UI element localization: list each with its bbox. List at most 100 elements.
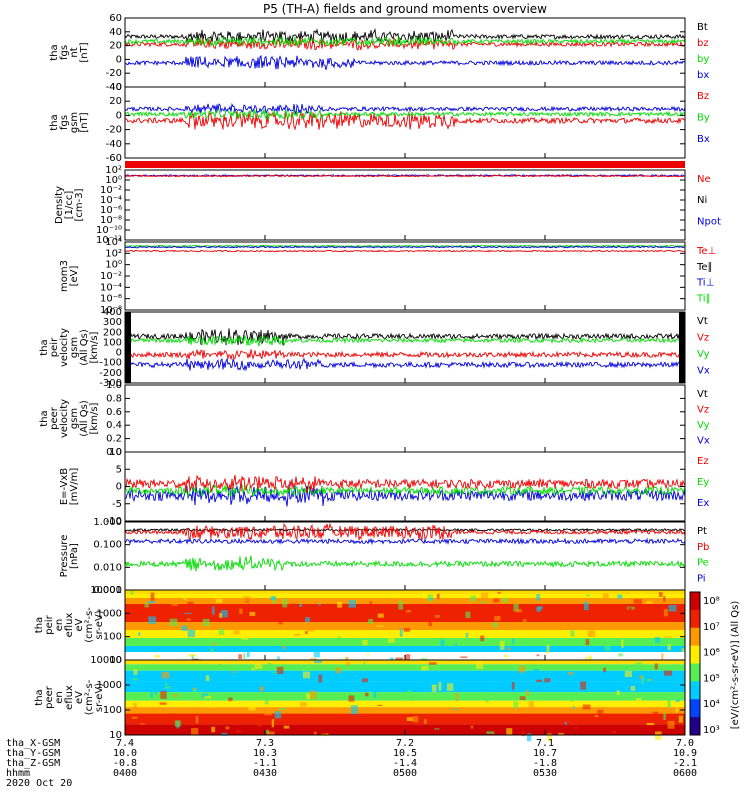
footer-row-label: tha_Z-GSM bbox=[6, 758, 60, 769]
spectrogram-texture bbox=[274, 711, 282, 719]
spectrogram-texture bbox=[211, 606, 215, 615]
colorbar-segment bbox=[690, 609, 700, 629]
spectrogram-texture bbox=[144, 603, 149, 608]
spectrogram-texture bbox=[597, 709, 604, 714]
spectrogram-texture bbox=[658, 592, 663, 597]
footer-value: 7.2 bbox=[396, 738, 414, 749]
spectrogram-texture bbox=[528, 701, 534, 710]
legend-entry: Bz bbox=[697, 91, 709, 102]
y-axis-label: eflux bbox=[64, 685, 75, 710]
y-tick-label: -300 bbox=[99, 378, 122, 389]
spectrogram-texture bbox=[305, 631, 308, 635]
spectrogram-texture bbox=[479, 601, 488, 603]
y-axis-label: peer bbox=[44, 685, 55, 709]
spectrogram-texture bbox=[181, 625, 188, 631]
y-axis-label: en bbox=[54, 619, 65, 632]
y-axis-label: sr-eV) bbox=[94, 610, 105, 639]
spectrogram-texture bbox=[356, 605, 365, 611]
spectrogram-texture bbox=[211, 643, 217, 646]
spectrogram-texture bbox=[241, 633, 249, 640]
spectrogram-texture bbox=[544, 678, 551, 683]
footer-value: 0430 bbox=[253, 768, 277, 779]
y-tick-label: 10 bbox=[109, 655, 122, 666]
spectrogram-texture bbox=[251, 667, 255, 671]
spectrogram-texture bbox=[239, 608, 243, 614]
legend-entry: bx bbox=[697, 70, 709, 81]
spectrogram-texture bbox=[365, 653, 370, 655]
y-tick-label: 10⁻⁴ bbox=[100, 195, 122, 206]
spectrogram-texture bbox=[412, 716, 419, 723]
y-tick-label: 10000 bbox=[90, 585, 122, 596]
y-axis-label: tha bbox=[49, 114, 60, 130]
y-tick-label: 1000 bbox=[97, 608, 122, 619]
spectrogram-texture bbox=[440, 639, 445, 649]
spectrogram-band bbox=[125, 622, 685, 630]
spectrogram-texture bbox=[150, 690, 153, 698]
spectrogram-texture bbox=[393, 594, 396, 599]
spectrogram-texture bbox=[421, 665, 429, 671]
legend-entry: Vx bbox=[697, 436, 710, 447]
spectrogram-texture bbox=[294, 633, 301, 636]
footer-date: 2020 Oct 20 bbox=[6, 778, 72, 789]
spectrogram-texture bbox=[616, 690, 620, 695]
series-line-blue bbox=[124, 102, 686, 115]
y-axis-label: [cm-3] bbox=[74, 188, 85, 221]
series-line-red bbox=[124, 174, 686, 178]
spectrogram-texture bbox=[282, 645, 286, 650]
spectrogram-texture bbox=[164, 686, 171, 689]
y-tick-label: 10⁰ bbox=[105, 175, 122, 186]
spectrogram-texture bbox=[147, 600, 156, 604]
y-tick-label: 0.0 bbox=[106, 447, 122, 458]
spectrogram-texture bbox=[150, 592, 155, 601]
y-tick-label: 10 bbox=[109, 730, 122, 741]
y-axis-label: nt bbox=[69, 47, 80, 57]
footer-value: 0600 bbox=[673, 768, 697, 779]
y-tick-label: 10⁻¹² bbox=[96, 235, 122, 246]
spectrogram-texture bbox=[154, 655, 161, 658]
spectrogram-texture bbox=[202, 630, 207, 635]
spectrogram-texture bbox=[527, 733, 532, 742]
panel-fgs_nt: 60 40 20 0 -20 -40 tha fgs nt [nT] Bt bz by bx bbox=[49, 13, 709, 93]
spectrogram-texture bbox=[664, 636, 673, 638]
y-tick-label: 10⁴ bbox=[105, 237, 122, 248]
spectrogram-texture bbox=[428, 662, 437, 665]
spectrogram-texture bbox=[276, 666, 284, 674]
spectrogram-texture bbox=[179, 608, 186, 614]
spectrogram-texture bbox=[278, 621, 283, 625]
spectrogram-texture bbox=[536, 654, 540, 657]
spectrogram-texture bbox=[256, 720, 263, 727]
spectrogram-texture bbox=[431, 684, 437, 692]
y-axis-label: tha bbox=[39, 410, 50, 426]
spectrogram-texture bbox=[675, 707, 679, 713]
spectrogram-texture bbox=[558, 732, 564, 736]
spectrogram-texture bbox=[395, 657, 403, 661]
spectrogram-texture bbox=[174, 720, 181, 727]
spectrogram-texture bbox=[470, 595, 477, 602]
spectrogram-texture bbox=[502, 597, 508, 603]
spectrogram-texture bbox=[270, 705, 273, 708]
spectrogram-texture bbox=[305, 617, 311, 623]
colorbar-frame bbox=[689, 591, 701, 736]
y-axis-label: peir bbox=[44, 614, 55, 634]
spectrogram-texture bbox=[621, 639, 624, 649]
spectrogram-band bbox=[125, 707, 685, 714]
spectrogram-texture bbox=[451, 708, 458, 710]
y-tick-label: 400 bbox=[103, 307, 122, 318]
spectrogram-texture bbox=[133, 703, 137, 712]
spectrogram-texture bbox=[302, 671, 311, 679]
spectrogram-band bbox=[125, 681, 685, 693]
footer: tha_X-GSM 7.4 7.3 7.2 7.1 7.0 tha_Y-GSM 10.0 10.… bbox=[6, 738, 697, 789]
spectrogram-texture bbox=[299, 603, 303, 607]
spectrogram-texture bbox=[423, 718, 427, 724]
legend-entry: Npot bbox=[697, 216, 721, 227]
footer-value: 0400 bbox=[113, 768, 137, 779]
y-axis-label: Pressure bbox=[59, 535, 70, 578]
y-tick-label: 0 bbox=[116, 110, 122, 121]
spectrogram-texture bbox=[205, 675, 210, 681]
spectrogram-texture bbox=[594, 714, 599, 718]
spectrogram-texture bbox=[169, 618, 178, 626]
spectrogram-texture bbox=[318, 674, 323, 683]
spectrogram-texture bbox=[187, 601, 194, 610]
spectrogram-texture bbox=[603, 667, 607, 673]
spectrogram-texture bbox=[647, 679, 652, 682]
